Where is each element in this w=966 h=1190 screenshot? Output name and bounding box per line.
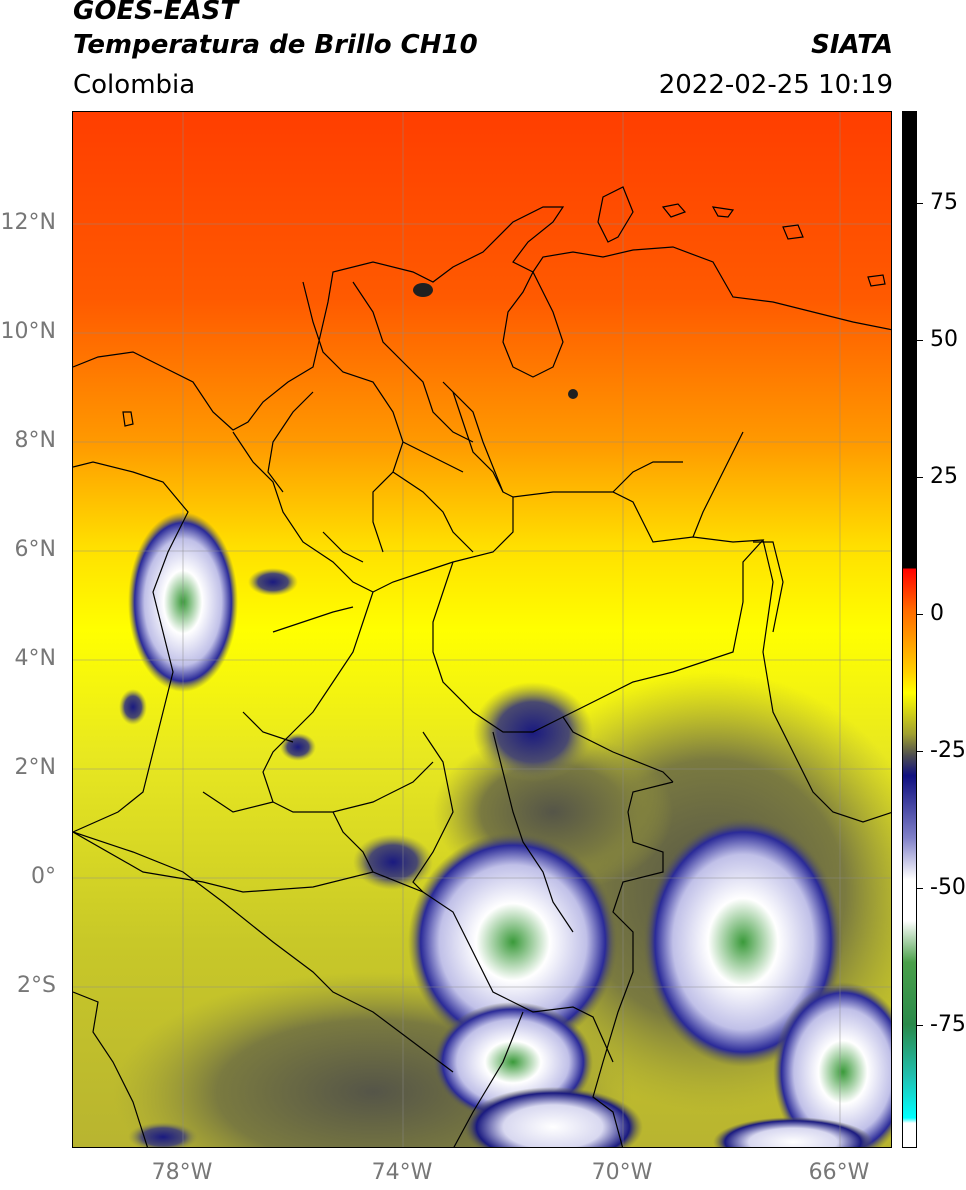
colorbar-tick-0: 0 (930, 601, 944, 626)
caribbean-coast (73, 206, 891, 431)
subtitle-region: Colombia (73, 70, 196, 100)
island (122, 411, 134, 427)
colorbar-tick-75: 75 (930, 190, 958, 215)
island (711, 206, 735, 218)
cloud-cluster (413, 283, 433, 297)
border-venezuela-brazil (762, 539, 891, 823)
lat-tick-2s: 2°S (17, 973, 56, 998)
cloud-cluster (713, 1117, 873, 1147)
colorbar-tickmark (917, 1025, 923, 1026)
title-satellite: GOES-EAST (73, 0, 239, 26)
colorbar-tickmark (917, 614, 923, 615)
cloud-cluster (643, 817, 843, 1067)
internal-dept (272, 606, 354, 633)
internal-dept (402, 441, 464, 473)
island (782, 224, 804, 240)
island (867, 274, 886, 287)
island (661, 203, 687, 218)
lat-tick-2n: 2°N (14, 755, 56, 780)
colorbar-tick-50: 50 (930, 327, 958, 352)
lon-tick-66w: 66°W (808, 1160, 870, 1185)
source-label: SIATA (811, 30, 893, 60)
cloud-cluster (408, 832, 618, 1052)
colorbar-tickmark (917, 203, 923, 204)
border-colombia-brazil (592, 781, 674, 1147)
lat-tick-6n: 6°N (14, 537, 56, 562)
timestamp-label: 2022-02-25 10:19 (658, 70, 893, 100)
cloud-cluster (773, 982, 891, 1147)
internal-dept (332, 811, 374, 873)
graticule (73, 112, 891, 1147)
map-canvas (73, 112, 891, 1147)
lat-tick-4n: 4°N (14, 646, 56, 671)
colorbar-tickmark (917, 751, 923, 752)
cloud-cluster (280, 733, 316, 761)
colorbar-gradient (903, 112, 916, 1147)
lat-tick-12n: 12°N (0, 210, 56, 235)
lat-tick-10n: 10°N (0, 319, 56, 344)
cloud-cluster (463, 1087, 643, 1147)
internal-dept (432, 561, 564, 733)
border-guyana (753, 541, 784, 633)
internal-dept (612, 461, 683, 493)
colorbar-tick-minus75: -75 (930, 1012, 966, 1037)
lon-tick-70w: 70°W (591, 1160, 653, 1185)
boundaries (73, 186, 891, 1147)
cloud-cluster (353, 834, 433, 890)
internal-dept (302, 281, 404, 553)
internal-dept (322, 531, 364, 563)
island (597, 186, 634, 243)
internal-dept (492, 731, 574, 933)
internal-dept (242, 711, 294, 743)
lat-tick-8n: 8°N (14, 428, 56, 453)
internal-dept (202, 791, 274, 813)
colorbar-tick-25: 25 (930, 464, 958, 489)
maracaibo-lake (502, 270, 564, 378)
colorbar-tick-minus25: -25 (930, 738, 966, 763)
internal-dept (392, 471, 474, 553)
map-panel[interactable] (72, 111, 892, 1148)
internal-dept (452, 391, 504, 493)
internal-dept (262, 591, 434, 813)
internal-dept (692, 431, 744, 538)
border-colombia-peru (73, 831, 614, 1063)
border-brazil-peru (453, 1011, 524, 1147)
colorbar-tickmark (917, 888, 923, 889)
lon-tick-74w: 74°W (371, 1160, 433, 1185)
cloud-cluster (248, 568, 298, 596)
internal-dept (352, 281, 474, 443)
cloud-cluster (119, 689, 147, 725)
internal-dept (232, 431, 514, 593)
internal-dept (267, 391, 314, 493)
pacific-coast (73, 461, 189, 833)
title-product: Temperatura de Brillo CH10 (73, 30, 478, 60)
lon-tick-78w: 78°W (151, 1160, 213, 1185)
cloud-cluster (568, 389, 578, 399)
colorbar-tickmark (917, 477, 923, 478)
internal-dept (412, 731, 454, 893)
ecuador-coast (73, 991, 148, 1147)
colorbar-tick-minus50: -50 (930, 875, 966, 900)
colorbar (902, 111, 917, 1148)
lat-tick-0: 0° (31, 864, 56, 889)
colorbar-tickmark (917, 340, 923, 341)
ecuador-border (73, 831, 454, 1073)
